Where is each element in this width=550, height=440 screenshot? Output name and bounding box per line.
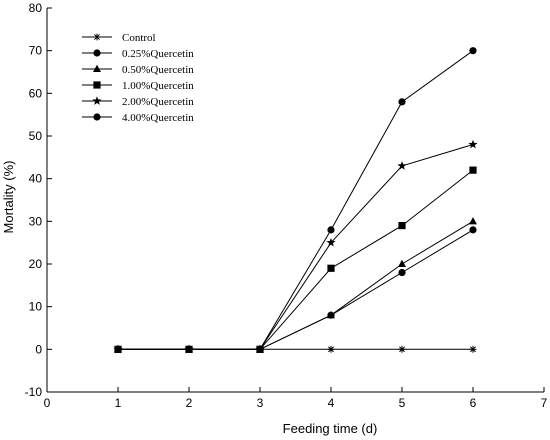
data-point: [469, 345, 477, 353]
legend-marker: [93, 64, 101, 72]
x-axis-title: Feeding time (d): [283, 421, 378, 436]
legend-label: 4.00%Quercetin: [122, 112, 194, 124]
x-tick-label: 1: [115, 396, 122, 410]
x-tick-label: 5: [399, 396, 406, 410]
series-6: [114, 47, 477, 353]
series-line: [118, 220, 474, 350]
y-tick-label: 50: [29, 129, 43, 143]
y-axis-title: Mortality (%): [1, 161, 16, 234]
data-point: [469, 226, 477, 234]
series-3: [114, 217, 477, 353]
legend-marker: [93, 113, 101, 121]
legend-label: Control: [122, 32, 156, 44]
legend-label: 2.00%Quercetin: [122, 96, 194, 108]
y-tick-label: -10: [25, 385, 43, 399]
data-point: [398, 259, 406, 267]
data-point: [398, 345, 406, 353]
data-point: [185, 345, 193, 353]
x-tick-label: 3: [257, 396, 264, 410]
legend-item: 4.00%Quercetin: [82, 112, 194, 124]
legend-marker: [93, 33, 101, 41]
series-line: [118, 144, 474, 350]
asterisk-stroke: [328, 346, 334, 353]
x-tick-label: 2: [186, 396, 193, 410]
data-point: [469, 217, 477, 225]
data-point: [398, 98, 406, 106]
series-5: [113, 139, 478, 354]
data-point: [398, 222, 406, 230]
data-point: [469, 166, 477, 174]
y-tick-label: 0: [35, 342, 42, 356]
data-point: [327, 264, 335, 272]
legend-item: 0.50%Quercetin: [82, 64, 194, 76]
data-point: [114, 345, 122, 353]
y-tick-label: 70: [29, 44, 43, 58]
x-tick-label: 7: [541, 396, 548, 410]
legend-item: 0.25%Quercetin: [82, 48, 194, 60]
legend-label: 1.00%Quercetin: [122, 80, 194, 92]
series-line: [118, 50, 474, 350]
data-point: [468, 139, 478, 149]
y-tick-label: 20: [29, 257, 43, 271]
y-tick-label: 80: [29, 1, 43, 15]
series-layer: [113, 47, 478, 354]
series-4: [114, 166, 477, 353]
legend-label: 0.25%Quercetin: [122, 48, 194, 60]
data-point: [397, 161, 407, 170]
legend-label: 0.50%Quercetin: [122, 64, 194, 76]
x-tick-label: 6: [470, 396, 477, 410]
y-tick-label: 10: [29, 300, 43, 314]
legend-item: 2.00%Quercetin: [82, 96, 194, 108]
x-tick-label: 0: [44, 396, 51, 410]
data-point: [469, 47, 477, 55]
data-point: [256, 345, 264, 353]
data-point: [326, 237, 336, 247]
asterisk-stroke: [470, 346, 476, 353]
data-point: [327, 345, 335, 353]
series-line: [118, 169, 474, 350]
legend-item: 1.00%Quercetin: [82, 80, 194, 92]
data-point: [327, 226, 335, 234]
legend: Control 0.25%Quercetin 0.50%Quercetin 1.00%…: [82, 32, 194, 124]
legend-marker: [92, 96, 102, 105]
asterisk-stroke: [94, 34, 100, 40]
legend-marker: [93, 81, 101, 89]
asterisk-stroke: [399, 346, 405, 353]
y-tick-label: 40: [29, 172, 43, 186]
data-point: [398, 268, 406, 277]
y-tick-label: 30: [29, 214, 43, 228]
legend-item: Control: [82, 32, 156, 44]
x-tick-label: 4: [328, 396, 335, 410]
y-tick-label: 60: [29, 86, 43, 100]
data-point: [327, 311, 335, 319]
legend-marker: [93, 49, 101, 57]
